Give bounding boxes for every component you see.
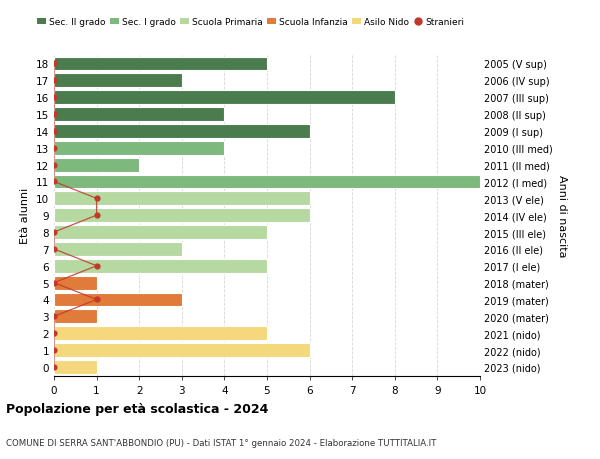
Bar [54,57,267,71]
Legend: Sec. II grado, Sec. I grado, Scuola Primaria, Scuola Infanzia, Asilo Nido, Stran: Sec. II grado, Sec. I grado, Scuola Prim… [37,18,464,27]
Bar [54,360,97,374]
Text: COMUNE DI SERRA SANT'ABBONDIO (PU) - Dati ISTAT 1° gennaio 2024 - Elaborazione T: COMUNE DI SERRA SANT'ABBONDIO (PU) - Dat… [6,438,436,448]
Bar [54,226,267,240]
Bar [54,343,310,357]
Bar [54,74,182,88]
Bar [54,141,224,155]
Bar [54,293,182,307]
Y-axis label: Anni di nascita: Anni di nascita [557,174,567,257]
Bar [54,327,267,341]
Bar [54,108,224,122]
Bar [54,259,267,273]
Bar [54,175,480,189]
Bar [54,192,310,206]
Y-axis label: Età alunni: Età alunni [20,188,31,244]
Bar [54,158,139,172]
Bar [54,125,310,139]
Text: Popolazione per età scolastica - 2024: Popolazione per età scolastica - 2024 [6,403,268,415]
Bar [54,242,182,256]
Bar [54,91,395,105]
Bar [54,209,310,223]
Bar [54,310,97,324]
Bar [54,276,97,290]
